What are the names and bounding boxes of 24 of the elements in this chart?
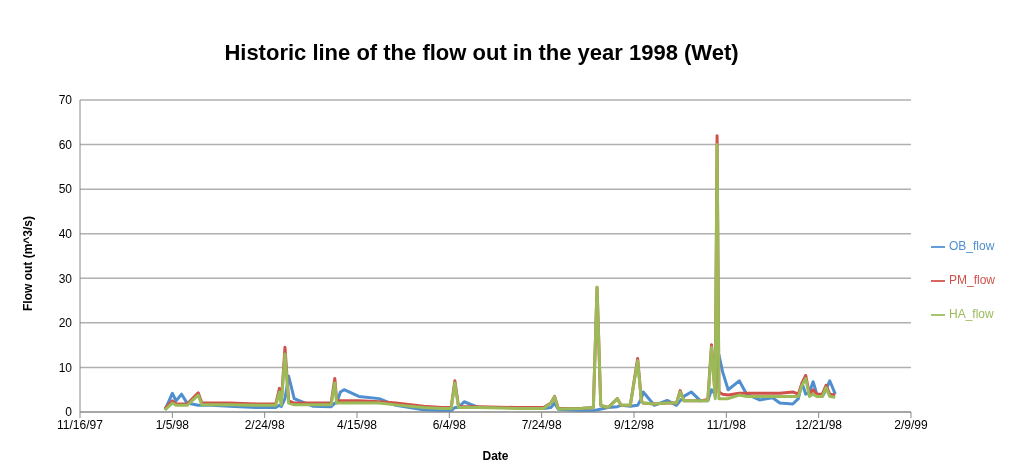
x-tick-label: 2/9/99 <box>894 417 928 432</box>
x-tick-label: 7/24/98 <box>521 417 562 432</box>
x-tick-label: 11/16/97 <box>57 417 104 432</box>
x-tick-label: 2/24/98 <box>244 417 285 432</box>
x-axis-title: Date <box>482 449 509 463</box>
x-tick-label: 9/12/98 <box>613 417 655 432</box>
y-tick-label: 50 <box>58 182 73 197</box>
x-tick-label: 1/5/98 <box>155 417 190 432</box>
chart-title: Historic line of the flow out in the year 1998 (Wet) <box>223 40 740 67</box>
x-tick-label: 4/15/98 <box>336 417 378 432</box>
y-tick-label: 30 <box>58 271 73 286</box>
x-tick-label: 12/21/98 <box>795 417 843 432</box>
y-tick-label: 10 <box>58 360 73 375</box>
x-tick-label: 11/1/98 <box>706 417 747 432</box>
y-tick-label: 40 <box>58 226 73 241</box>
legend-label: HA_flow <box>948 307 994 321</box>
y-tick-label: 60 <box>58 137 73 152</box>
x-tick-label: 6/4/98 <box>432 417 467 432</box>
legend-label: PM_flow <box>948 273 995 287</box>
y-tick-label: 70 <box>58 93 73 108</box>
legend-label: OB_flow <box>948 239 995 253</box>
y-axis-title: Flow out (m^3/s) <box>21 215 36 311</box>
y-tick-label: 0 <box>65 405 73 420</box>
y-tick-label: 20 <box>58 316 73 331</box>
